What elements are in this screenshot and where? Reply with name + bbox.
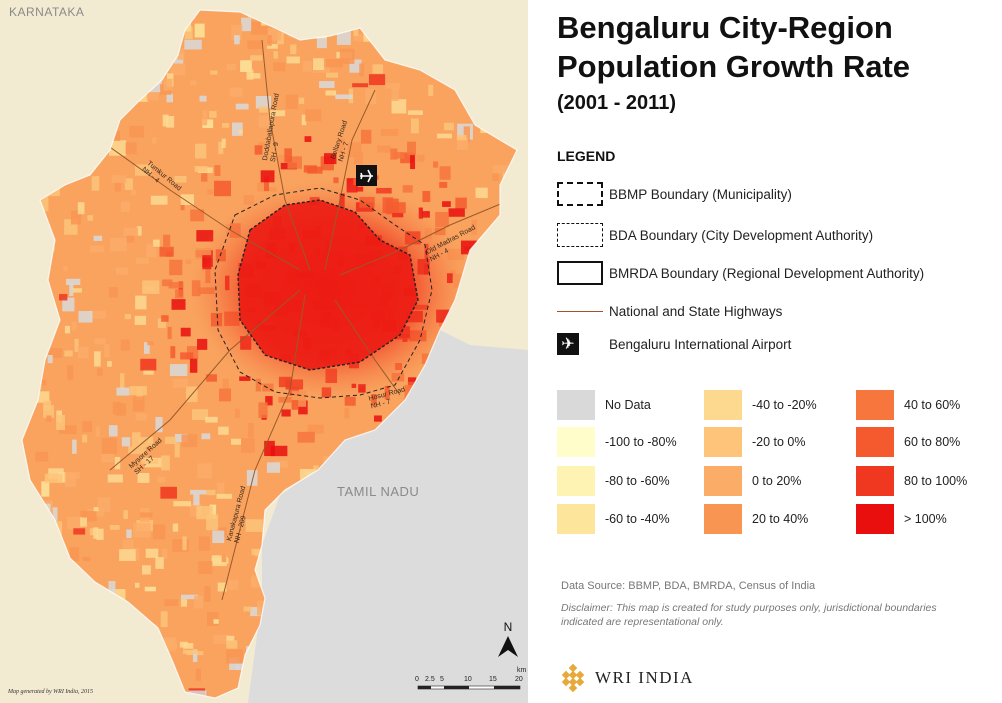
legend-swatch xyxy=(704,504,742,534)
legend-swatch xyxy=(856,427,894,457)
legend-label: BBMP Boundary (Municipality) xyxy=(609,186,792,202)
legend-class-label: -100 to -80% xyxy=(605,435,677,449)
wri-logo: WRI INDIA xyxy=(559,664,694,692)
bda-symbol xyxy=(557,223,603,247)
legend-class: 40 to 60% xyxy=(856,390,960,420)
scale-tick: 10 xyxy=(464,676,472,683)
north-arrow-icon xyxy=(498,636,518,657)
legend-class-label: 20 to 40% xyxy=(752,512,809,526)
wri-logo-icon xyxy=(561,664,585,692)
map-credit: Map generated by WRI India, 2015 xyxy=(8,689,93,695)
north-label: N xyxy=(503,620,513,634)
scale-ticks: 0 2.5 5 10 15 20 km xyxy=(413,667,526,686)
legend-class: -100 to -80% xyxy=(557,427,677,457)
scale-unit: km xyxy=(517,667,527,674)
legend-swatch xyxy=(856,466,894,496)
scale-tick: 20 xyxy=(515,676,523,683)
airport-icon xyxy=(356,165,377,186)
legend-bda: BDA Boundary (City Development Authority… xyxy=(557,222,873,248)
legend-class-label: -60 to -40% xyxy=(605,512,670,526)
legend-bbmp: BBMP Boundary (Municipality) xyxy=(557,181,792,207)
legend-class-label: 80 to 100% xyxy=(904,474,968,488)
legend-panel: Bengaluru City-Region Population Growth … xyxy=(528,0,1002,703)
legend-label: National and State Highways xyxy=(609,303,783,319)
legend-swatch xyxy=(856,390,894,420)
disclaimer: Disclaimer: This map is created for stud… xyxy=(561,602,937,628)
legend-class: 0 to 20% xyxy=(704,466,801,496)
legend-class: No Data xyxy=(557,390,651,420)
legend-label: Bengaluru International Airport xyxy=(609,336,792,352)
urban-core xyxy=(238,200,418,370)
legend-label: BDA Boundary (City Development Authority… xyxy=(609,227,874,243)
tamil-nadu-label: TAMIL NADU xyxy=(337,484,420,499)
legend-swatch xyxy=(557,466,595,496)
legend-class-label: -20 to 0% xyxy=(752,435,806,449)
legend-swatch xyxy=(557,427,595,457)
bbmp-symbol xyxy=(557,182,603,206)
highway-lines xyxy=(99,39,511,601)
legend-bmrda: BMRDA Boundary (Regional Development Aut… xyxy=(557,260,924,286)
scale-tick: 2.5 xyxy=(425,676,435,683)
legend-class-label: -80 to -60% xyxy=(605,474,670,488)
map-panel: KARNATAKA TAMIL NADU Doddaballapura Road… xyxy=(0,0,528,703)
legend-swatch xyxy=(557,504,595,534)
bmrda-boundary xyxy=(21,9,518,699)
bbmp-boundary xyxy=(237,199,419,371)
legend-swatch xyxy=(557,390,595,420)
title-line-1: Bengaluru City-Region xyxy=(557,10,893,45)
legend-class: 20 to 40% xyxy=(704,504,808,534)
legend-airport: ✈ Bengaluru International Airport xyxy=(557,331,791,357)
legend-class: -40 to -20% xyxy=(704,390,817,420)
bmrda-symbol xyxy=(557,261,603,285)
legend-class-label: 0 to 20% xyxy=(752,474,802,488)
scale-tick: 0 xyxy=(415,676,419,683)
legend-class: -20 to 0% xyxy=(704,427,806,457)
karnataka-label: KARNATAKA xyxy=(9,5,85,19)
scale-tick: 5 xyxy=(440,676,444,683)
legend-swatch xyxy=(856,504,894,534)
legend-label: BMRDA Boundary (Regional Development Aut… xyxy=(609,265,925,281)
legend-swatch xyxy=(704,390,742,420)
highway-line-symbol xyxy=(557,310,603,312)
legend-class-label: > 100% xyxy=(904,512,947,526)
legend-class: -80 to -60% xyxy=(557,466,670,496)
legend-class-label: -40 to -20% xyxy=(752,398,817,412)
org-name: WRI INDIA xyxy=(595,668,694,687)
legend-class: -60 to -40% xyxy=(557,504,670,534)
tamil-nadu-area xyxy=(248,330,528,703)
legend-swatch xyxy=(704,466,742,496)
growth-rate-map xyxy=(21,9,528,703)
legend-class: > 100% xyxy=(856,504,947,534)
map-title: Bengaluru City-Region Population Growth … xyxy=(557,8,910,86)
legend-class: 80 to 100% xyxy=(856,466,967,496)
legend-heading: LEGEND xyxy=(557,148,616,164)
legend-swatch xyxy=(704,427,742,457)
legend-class-label: 40 to 60% xyxy=(904,398,961,412)
legend-class: 60 to 80% xyxy=(856,427,960,457)
airport-icon: ✈ xyxy=(557,333,579,355)
legend-class-label: 60 to 80% xyxy=(904,435,961,449)
scale-tick: 15 xyxy=(489,676,497,683)
data-source: Data Source: BBMP, BDA, BMRDA, Census of… xyxy=(561,580,816,592)
scale-bar xyxy=(417,685,521,690)
legend-class-label: No Data xyxy=(605,398,651,412)
legend-highways: National and State Highways xyxy=(557,298,782,324)
map-subtitle: (2001 - 2011) xyxy=(557,92,676,114)
title-line-2: Population Growth Rate xyxy=(557,49,911,84)
